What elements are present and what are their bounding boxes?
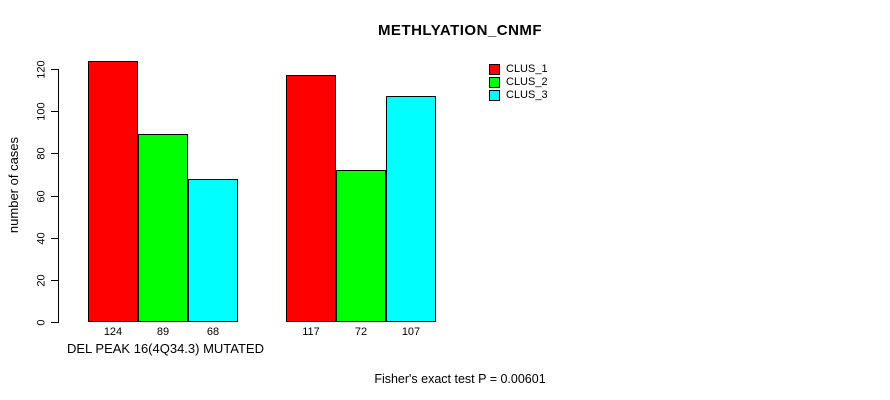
y-axis-tick bbox=[51, 196, 58, 197]
y-axis-tick bbox=[51, 69, 58, 70]
x-axis-label: DEL PEAK 16(4Q34.3) MUTATED bbox=[67, 341, 264, 356]
bar-clus_1-group1 bbox=[88, 61, 138, 322]
bar-clus_2-group2 bbox=[336, 170, 386, 322]
y-axis-tick bbox=[51, 238, 58, 239]
bar-clus_3-group1 bbox=[188, 179, 238, 322]
legend-item-clus_1: CLUS_1 bbox=[489, 63, 548, 76]
bar-clus_3-group2 bbox=[386, 96, 436, 322]
legend-swatch-clus_2 bbox=[489, 77, 500, 88]
bar-value-label: 124 bbox=[103, 326, 123, 338]
bar-clus_1-group2 bbox=[286, 75, 336, 322]
y-axis-tick-label: 0 bbox=[35, 319, 48, 326]
y-axis-tick-label: 80 bbox=[35, 147, 48, 160]
y-axis-tick-label: 40 bbox=[35, 232, 48, 245]
y-axis-tick-label: 20 bbox=[35, 274, 48, 287]
bar-value-label: 107 bbox=[401, 326, 421, 338]
legend-item-clus_3: CLUS_3 bbox=[489, 89, 548, 102]
legend-swatch-clus_3 bbox=[489, 90, 500, 101]
bar-value-label: 89 bbox=[156, 326, 170, 338]
y-axis-tick bbox=[51, 153, 58, 154]
y-axis-line bbox=[58, 69, 59, 323]
y-axis-tick-label: 120 bbox=[35, 60, 48, 79]
legend-label: CLUS_3 bbox=[506, 89, 548, 101]
bar-value-label: 117 bbox=[302, 326, 320, 338]
y-axis-tick bbox=[51, 280, 58, 281]
legend-label: CLUS_2 bbox=[506, 76, 548, 88]
legend-swatch-clus_1 bbox=[489, 64, 500, 75]
bar-value-label: 68 bbox=[206, 326, 220, 338]
y-axis-label: number of cases bbox=[6, 136, 21, 234]
bar-clus_2-group1 bbox=[138, 134, 188, 322]
chart-title: METHLYATION_CNMF bbox=[377, 22, 543, 39]
y-axis-tick-label: 60 bbox=[35, 190, 48, 203]
y-axis-tick bbox=[51, 322, 58, 323]
legend-label: CLUS_1 bbox=[506, 63, 548, 75]
y-axis-tick bbox=[51, 111, 58, 112]
legend-item-clus_2: CLUS_2 bbox=[489, 76, 548, 89]
fishers-test-annotation: Fisher's exact test P = 0.00601 bbox=[374, 372, 546, 386]
y-axis-tick-label: 100 bbox=[35, 102, 48, 121]
bar-value-label: 72 bbox=[354, 326, 368, 338]
